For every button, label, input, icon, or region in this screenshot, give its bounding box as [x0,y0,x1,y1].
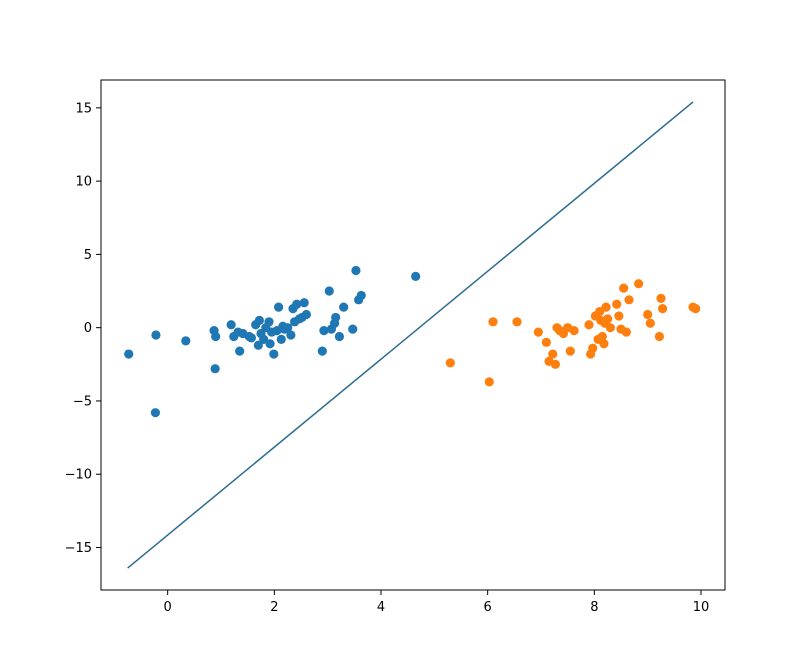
data-point-series-1-37 [654,331,665,342]
data-point-series-0-46 [348,324,358,334]
y-tick-label: 0 [84,321,92,336]
y-tick-label: −15 [65,541,92,556]
data-point-series-1-33 [624,295,634,305]
x-tick-label: 4 [377,600,385,615]
x-tick-label: 2 [270,600,278,615]
data-point-series-0-3 [181,336,191,346]
data-point-series-0-29 [283,323,293,333]
decision-line-layer [127,101,694,569]
data-point-series-0-18 [259,334,269,344]
data-point-series-1-17 [588,343,598,353]
y-tick-label: 15 [75,101,92,116]
data-point-series-0-45 [339,302,349,312]
data-point-series-1-22 [597,331,607,342]
axis-ticks-layer: 0 2 4 6 8 10 −15 −10 −5 0 5 10 15 [65,101,710,615]
data-point-series-1-38 [656,293,666,303]
data-point-series-1-41 [691,304,701,314]
data-point-series-1-29 [614,311,624,321]
data-point-series-0-49 [356,290,366,301]
data-point-series-0-7 [226,320,236,330]
data-point-series-0-47 [351,265,361,276]
data-point-series-0-10 [235,346,245,356]
data-point-series-1-39 [658,304,668,314]
data-point-series-0-23 [269,349,279,359]
data-point-series-1-23 [599,339,609,349]
data-point-series-1-31 [619,283,629,293]
data-point-series-0-6 [210,364,220,374]
data-point-series-0-5 [211,331,221,342]
data-point-series-1-4 [533,327,543,337]
data-point-series-0-43 [331,312,341,323]
decision-boundary-line [127,101,694,569]
data-point-series-1-35 [643,309,653,320]
data-point-series-0-37 [301,309,311,320]
data-point-series-1-7 [548,349,558,359]
data-point-series-1-8 [550,359,561,369]
data-point-series-0-2 [150,408,160,418]
data-point-series-1-28 [612,299,622,309]
data-point-series-1-5 [541,337,551,347]
data-point-series-0-36 [299,298,309,308]
x-tick-label: 10 [693,600,710,615]
x-tick-label: 6 [484,600,492,615]
data-point-series-1-3 [512,317,522,327]
data-point-series-0-21 [265,339,275,349]
x-tick-label: 8 [590,600,598,615]
data-point-series-0-16 [254,315,264,325]
data-point-series-0-26 [276,334,286,344]
y-tick-label: 5 [84,248,92,263]
data-point-series-1-13 [565,346,575,356]
data-point-series-1-20 [595,306,605,317]
data-point-series-0-39 [319,326,329,336]
data-point-series-1-0 [445,358,455,368]
scatter-points-layer [124,265,701,418]
data-point-series-0-25 [274,302,284,312]
plot-frame [100,79,726,591]
data-point-series-0-40 [324,286,334,296]
y-tick-label: −5 [73,394,92,409]
data-point-series-1-14 [569,326,579,336]
y-tick-label: 10 [75,175,92,190]
data-point-series-0-0 [124,349,134,359]
data-point-series-1-34 [634,279,644,289]
data-point-series-0-38 [317,346,327,356]
y-tick-label: −10 [65,468,92,483]
data-point-series-0-13 [246,333,256,343]
data-point-series-1-36 [645,318,655,328]
data-point-series-1-27 [605,323,615,333]
data-point-series-1-15 [584,320,594,330]
data-point-series-1-26 [603,314,613,324]
data-point-series-1-1 [484,377,494,387]
data-point-series-1-32 [621,327,631,337]
data-point-series-0-50 [411,271,421,281]
data-point-series-1-2 [488,317,498,327]
data-point-series-0-30 [286,330,296,340]
x-tick-label: 0 [164,600,172,615]
data-point-series-0-15 [253,340,263,350]
data-point-series-0-33 [292,299,302,309]
data-point-series-0-1 [151,330,161,340]
data-point-series-1-25 [601,302,611,312]
data-point-series-0-44 [334,331,344,342]
data-point-series-0-20 [264,317,274,327]
